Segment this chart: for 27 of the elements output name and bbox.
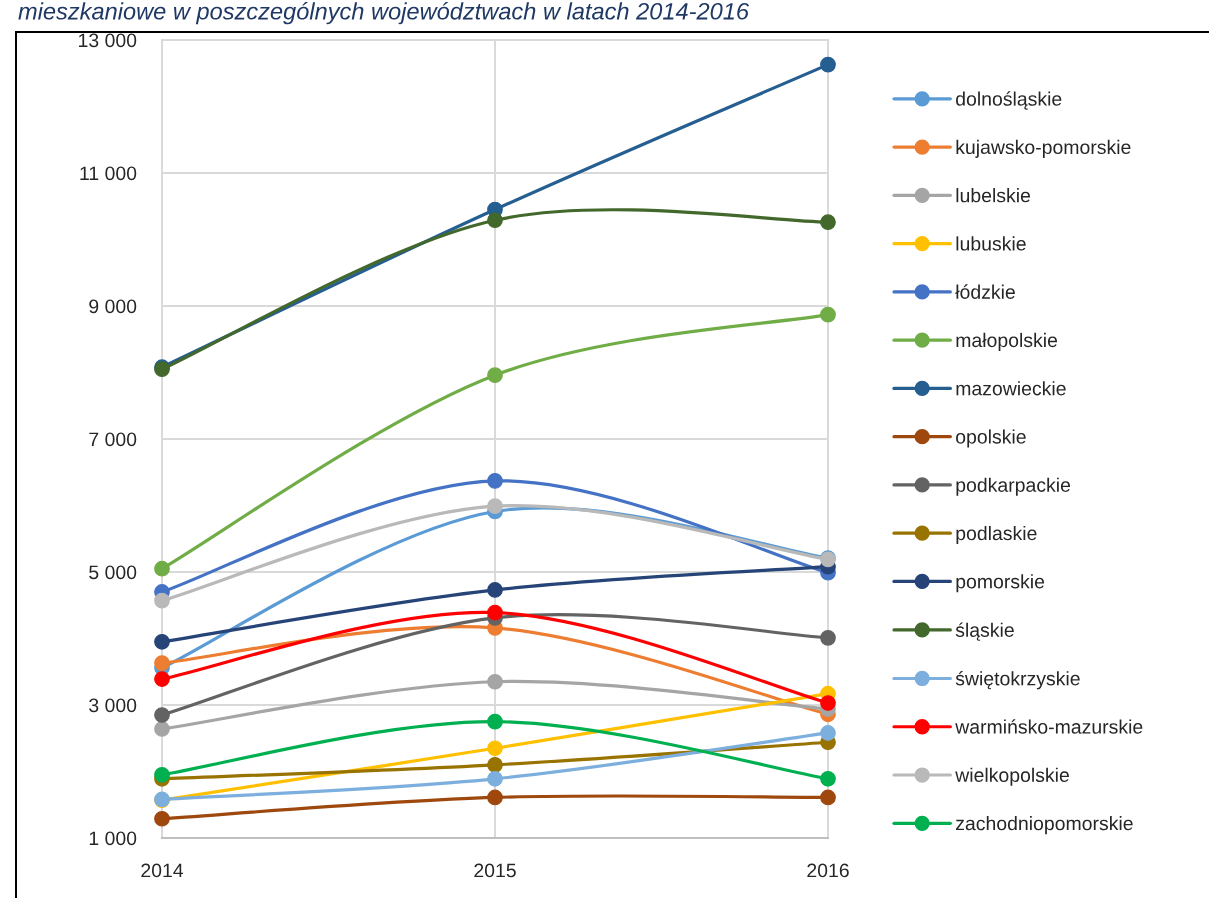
legend-label: opolskie [956,429,1026,448]
legend-label: pomorskie [956,574,1045,593]
legend-label: łódzkie [955,284,1015,299]
legend-label: podlaskie [956,525,1037,545]
legend-label: dolnośląskie [956,91,1062,110]
legend-label: mazowieckie [956,381,1066,396]
legend-label: małopolskie [956,332,1058,351]
legend-label: warmińsko-mazurskie [955,719,1143,734]
y-tick-label: 7 000 [89,432,137,447]
x-tick-label: 2016 [807,863,849,878]
chart-title: mieszkaniowe w poszczególnych województwach w latach 2014-2016 [18,2,750,25]
y-tick-label: 5 000 [89,565,137,580]
legend-label: kujawsko-pomorskie [956,139,1131,158]
y-tick-label: 3 000 [89,698,137,713]
y-tick-label: 9 000 [89,299,137,314]
legend-label: zachodniopomorskie [956,816,1133,835]
y-tick-label: 1 000 [89,831,137,846]
y-tick-label: 11 000 [80,166,137,181]
legend-label: wielkopolskie [955,767,1069,786]
legend-label: podkarpackie [956,477,1071,496]
legend-label: lubelskie [956,188,1031,203]
legend-label: śląskie [955,622,1014,641]
x-tick-label: 2014 [141,863,184,878]
x-tick-label: 2015 [474,863,516,878]
legend-label: lubuskie [956,236,1026,251]
y-tick-label: 13 000 [79,33,137,48]
legend-label: świętokrzyskie [955,670,1080,690]
